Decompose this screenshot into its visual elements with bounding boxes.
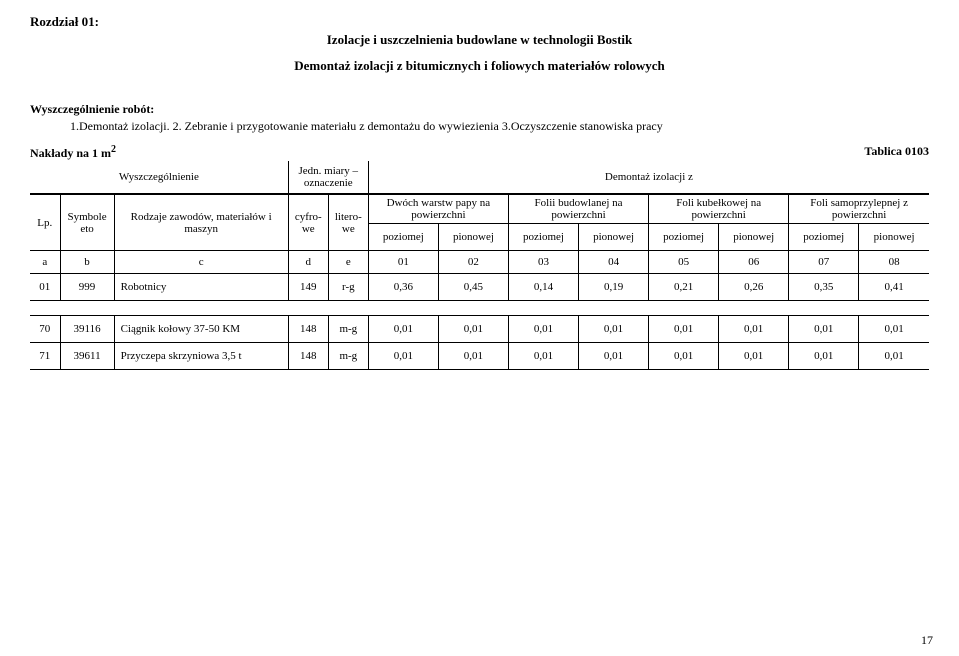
hdr-g3: Foli kubełkowej na powierzchni bbox=[649, 195, 789, 224]
hdr-g2: Folii budowlanej na powierzchni bbox=[508, 195, 648, 224]
table-row: 71 39611 Przyczepa skrzyniowa 3,5 t 148 … bbox=[30, 343, 929, 370]
letter-03: 03 bbox=[508, 251, 578, 274]
cell-v: 0,01 bbox=[719, 316, 789, 343]
cell-v: 0,01 bbox=[789, 316, 859, 343]
works-item: 1.Demontaż izolacji. 2. Zebranie i przyg… bbox=[70, 119, 663, 133]
letter-b: b bbox=[60, 251, 114, 274]
cell-name: Robotnicy bbox=[114, 274, 288, 301]
cell-v: 0,01 bbox=[859, 316, 929, 343]
chapter-label: Rozdział 01: bbox=[30, 14, 929, 30]
cell-cyfr: 148 bbox=[288, 316, 328, 343]
cell-v: 0,41 bbox=[859, 274, 929, 301]
hdr-cyfrowe: cyfro-we bbox=[288, 195, 328, 251]
hdr-demont: Demontaż izolacji z bbox=[368, 161, 929, 194]
cell-v: 0,01 bbox=[368, 343, 438, 370]
hdr-jedn: Jedn. miary – oznaczenie bbox=[288, 161, 368, 194]
cell-lit: r-g bbox=[328, 274, 368, 301]
cell-lit: m-g bbox=[328, 316, 368, 343]
hdr-pio-3: pionowej bbox=[719, 224, 789, 251]
hdr-pio-4: pionowej bbox=[859, 224, 929, 251]
cell-v: 0,01 bbox=[579, 343, 649, 370]
cell-v: 0,21 bbox=[649, 274, 719, 301]
hdr-pio-1: pionowej bbox=[438, 224, 508, 251]
cell-v: 0,01 bbox=[579, 316, 649, 343]
cell-v: 0,01 bbox=[438, 343, 508, 370]
cell-cyfr: 148 bbox=[288, 343, 328, 370]
naklady-label: Nakłady na 1 m2 bbox=[30, 144, 116, 161]
cell-v: 0,19 bbox=[579, 274, 649, 301]
cell-v: 0,36 bbox=[368, 274, 438, 301]
cell-lp: 01 bbox=[30, 274, 60, 301]
hdr-lp: Lp. bbox=[30, 195, 60, 251]
cell-lp: 70 bbox=[30, 316, 60, 343]
letter-04: 04 bbox=[579, 251, 649, 274]
cell-v: 0,01 bbox=[508, 316, 578, 343]
hdr-g4: Foli samoprzylepnej z powierzchni bbox=[789, 195, 929, 224]
page-number: 17 bbox=[921, 633, 933, 648]
cell-name: Przyczepa skrzyniowa 3,5 t bbox=[114, 343, 288, 370]
letter-02: 02 bbox=[438, 251, 508, 274]
letter-06: 06 bbox=[719, 251, 789, 274]
naklady-row: Nakłady na 1 m2 Tablica 0103 bbox=[30, 144, 929, 161]
cell-v: 0,35 bbox=[789, 274, 859, 301]
cell-v: 0,01 bbox=[649, 316, 719, 343]
works-heading: Wyszczególnienie robót: bbox=[30, 102, 929, 117]
table-row: 70 39116 Ciągnik kołowy 37-50 KM 148 m-g… bbox=[30, 316, 929, 343]
cell-v: 0,01 bbox=[649, 343, 719, 370]
hdr-poz-1: poziomej bbox=[368, 224, 438, 251]
letter-01: 01 bbox=[368, 251, 438, 274]
cell-v: 0,01 bbox=[438, 316, 508, 343]
letter-a: a bbox=[30, 251, 60, 274]
hdr-wyszcz: Wyszczególnienie bbox=[30, 161, 288, 194]
hdr-pio-2: pionowej bbox=[579, 224, 649, 251]
cell-v: 0,14 bbox=[508, 274, 578, 301]
table-row: 01 999 Robotnicy 149 r-g 0,36 0,45 0,14 … bbox=[30, 274, 929, 301]
hdr-poz-3: poziomej bbox=[649, 224, 719, 251]
letter-07: 07 bbox=[789, 251, 859, 274]
hdr-g1: Dwóch warstw papy na powierzchni bbox=[368, 195, 508, 224]
works-list: 1.Demontaż izolacji. 2. Zebranie i przyg… bbox=[30, 119, 929, 134]
cell-sym: 999 bbox=[60, 274, 114, 301]
cell-lp: 71 bbox=[30, 343, 60, 370]
cell-name: Ciągnik kołowy 37-50 KM bbox=[114, 316, 288, 343]
doc-title: Izolacje i uszczelnienia budowlane w tec… bbox=[30, 32, 929, 48]
hdr-symbole: Symbole eto bbox=[60, 195, 114, 251]
cell-v: 0,01 bbox=[368, 316, 438, 343]
header-table: Wyszczególnienie Jedn. miary – oznaczeni… bbox=[30, 161, 929, 194]
cell-v: 0,01 bbox=[789, 343, 859, 370]
cell-cyfr: 149 bbox=[288, 274, 328, 301]
cell-sym: 39116 bbox=[60, 316, 114, 343]
letter-d: d bbox=[288, 251, 328, 274]
letter-e: e bbox=[328, 251, 368, 274]
hdr-literowe: litero-we bbox=[328, 195, 368, 251]
sub-header-table: Lp. Symbole eto Rodzaje zawodów, materia… bbox=[30, 194, 929, 301]
doc-subtitle: Demontaż izolacji z bitumicznych i folio… bbox=[30, 58, 929, 74]
hdr-poz-4: poziomej bbox=[789, 224, 859, 251]
cell-v: 0,45 bbox=[438, 274, 508, 301]
letter-05: 05 bbox=[649, 251, 719, 274]
bottom-table: 70 39116 Ciągnik kołowy 37-50 KM 148 m-g… bbox=[30, 315, 929, 370]
hdr-poz-2: poziomej bbox=[508, 224, 578, 251]
table-gap bbox=[30, 301, 929, 315]
letter-c: c bbox=[114, 251, 288, 274]
cell-sym: 39611 bbox=[60, 343, 114, 370]
hdr-rodzaje: Rodzaje zawodów, materiałów i maszyn bbox=[114, 195, 288, 251]
page-root: Rozdział 01: Izolacje i uszczelnienia bu… bbox=[0, 0, 959, 656]
tablica-label: Tablica 0103 bbox=[864, 144, 929, 161]
cell-v: 0,01 bbox=[719, 343, 789, 370]
cell-v: 0,26 bbox=[719, 274, 789, 301]
cell-v: 0,01 bbox=[508, 343, 578, 370]
cell-lit: m-g bbox=[328, 343, 368, 370]
letter-08: 08 bbox=[859, 251, 929, 274]
cell-v: 0,01 bbox=[859, 343, 929, 370]
